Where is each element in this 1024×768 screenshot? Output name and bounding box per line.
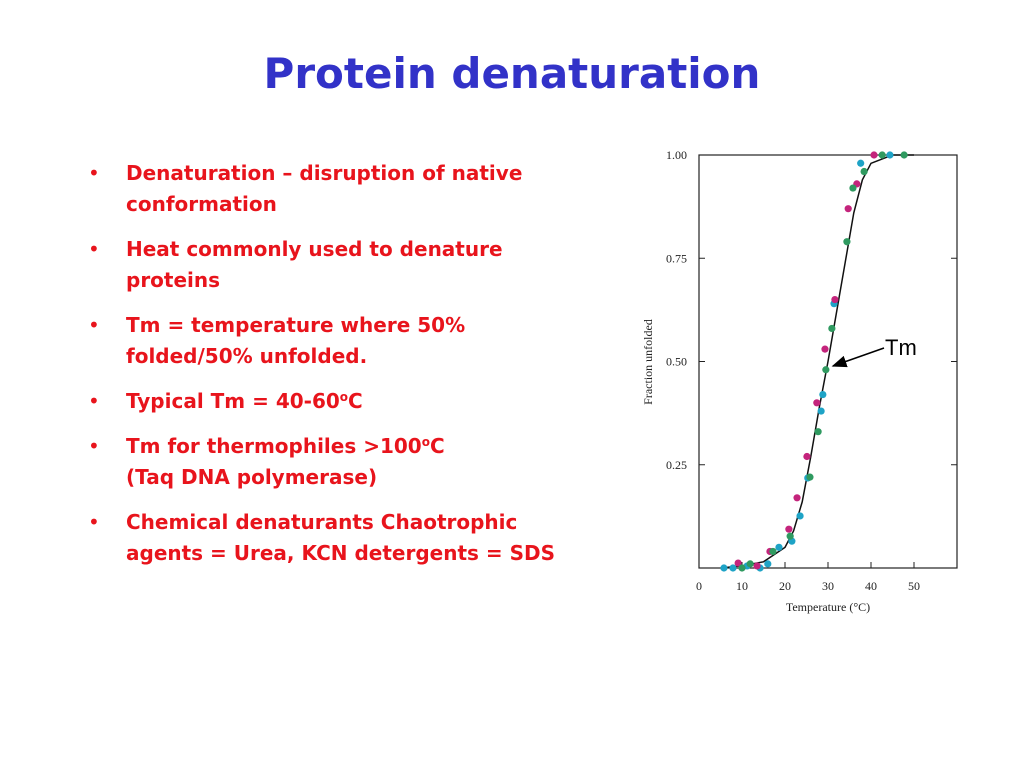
text-segment: proteins: [126, 268, 220, 292]
data-point: [822, 366, 830, 374]
x-tick-label: 20: [779, 579, 791, 593]
data-point: [817, 407, 825, 415]
text-segment: C: [430, 434, 445, 458]
data-point: [746, 560, 754, 568]
data-point: [720, 564, 728, 572]
bullet-text: Typical Tm = 40-60oC: [126, 389, 363, 413]
data-point: [775, 543, 783, 551]
slide-title: Protein denaturation: [264, 49, 761, 98]
superscript: o: [340, 390, 348, 404]
x-tick-label: 0: [696, 579, 702, 593]
text-segment: (Taq DNA polymerase): [126, 465, 377, 489]
text-segment: Denaturation – disruption of native: [126, 161, 522, 185]
data-point: [870, 151, 878, 159]
data-point: [849, 184, 857, 192]
annotation-arrow: [831, 347, 885, 368]
data-point: [769, 547, 777, 556]
y-tick-label: 0.50: [666, 355, 687, 369]
text-segment: Tm for thermophiles >100: [126, 434, 422, 458]
bullet-text: Denaturation – disruption of native: [126, 161, 522, 185]
x-axis-label: Temperature (°C): [786, 600, 870, 614]
data-point: [878, 151, 886, 159]
chart: Fraction unfolded Temperature (°C) Tm 0.…: [641, 148, 958, 614]
data-point: [857, 159, 865, 167]
text-segment: agents = Urea, KCN detergents = SDS: [126, 541, 555, 565]
data-point: [900, 151, 908, 159]
text-segment: C: [348, 389, 363, 413]
bullet-text: Tm = temperature where 50%: [126, 313, 465, 337]
data-point: [828, 324, 836, 333]
bullet-marker: •: [88, 510, 100, 534]
bullet-marker: •: [88, 434, 100, 458]
superscript: o: [422, 435, 430, 449]
data-point: [738, 564, 746, 572]
data-point: [786, 532, 794, 540]
bullet-text: conformation: [126, 192, 277, 216]
data-point: [819, 390, 827, 399]
bullet-text: Tm for thermophiles >100oC: [126, 434, 445, 458]
data-point: [803, 452, 811, 461]
data-point: [764, 560, 772, 568]
annotation: Tm: [885, 335, 917, 360]
bullet-text: (Taq DNA polymerase): [126, 465, 377, 489]
bullet-marker: •: [88, 313, 100, 337]
data-point: [821, 345, 829, 353]
bullet-list: • Denaturation – disruption of native conf…: [88, 161, 555, 565]
text-segment: Typical Tm = 40-60: [126, 389, 340, 413]
text-segment: conformation: [126, 192, 277, 216]
data-point: [785, 525, 793, 533]
bullet-text: Heat commonly used to denature: [126, 237, 503, 261]
data-point: [806, 473, 814, 481]
data-point: [796, 512, 804, 520]
fit-line: [720, 154, 914, 569]
x-tick-label: 10: [736, 579, 748, 593]
text-segment: Tm = temperature where 50%: [126, 313, 465, 337]
data-point: [753, 562, 761, 570]
x-tick-label: 30: [822, 579, 834, 593]
data-point: [844, 205, 852, 213]
y-tick-label: 1.00: [666, 148, 687, 162]
y-tick-label: 0.75: [666, 251, 687, 265]
bullet-marker: •: [88, 389, 100, 413]
data-point: [813, 399, 821, 407]
text-segment: Heat commonly used to denature: [126, 237, 503, 261]
y-axis-label: Fraction unfolded: [641, 319, 655, 405]
data-point: [734, 559, 742, 567]
bullet-marker: •: [88, 237, 100, 261]
data-point: [814, 428, 822, 436]
y-tick-label: 0.25: [666, 458, 687, 472]
bullet-marker: •: [88, 161, 100, 185]
data-point: [843, 238, 851, 246]
data-point: [793, 494, 801, 502]
data-point: [860, 167, 868, 176]
bullet-text: agents = Urea, KCN detergents = SDS: [126, 541, 555, 565]
data-point: [886, 151, 894, 159]
x-tick-label: 50: [908, 579, 920, 593]
text-segment: folded/50% unfolded.: [126, 344, 367, 368]
bullet-text: folded/50% unfolded.: [126, 344, 367, 368]
data-point: [831, 295, 839, 304]
bullet-text: proteins: [126, 268, 220, 292]
data-point: [729, 564, 737, 572]
x-tick-label: 40: [865, 579, 877, 593]
bullet-text: Chemical denaturants Chaotrophic: [126, 510, 517, 534]
text-segment: Chemical denaturants Chaotrophic: [126, 510, 517, 534]
